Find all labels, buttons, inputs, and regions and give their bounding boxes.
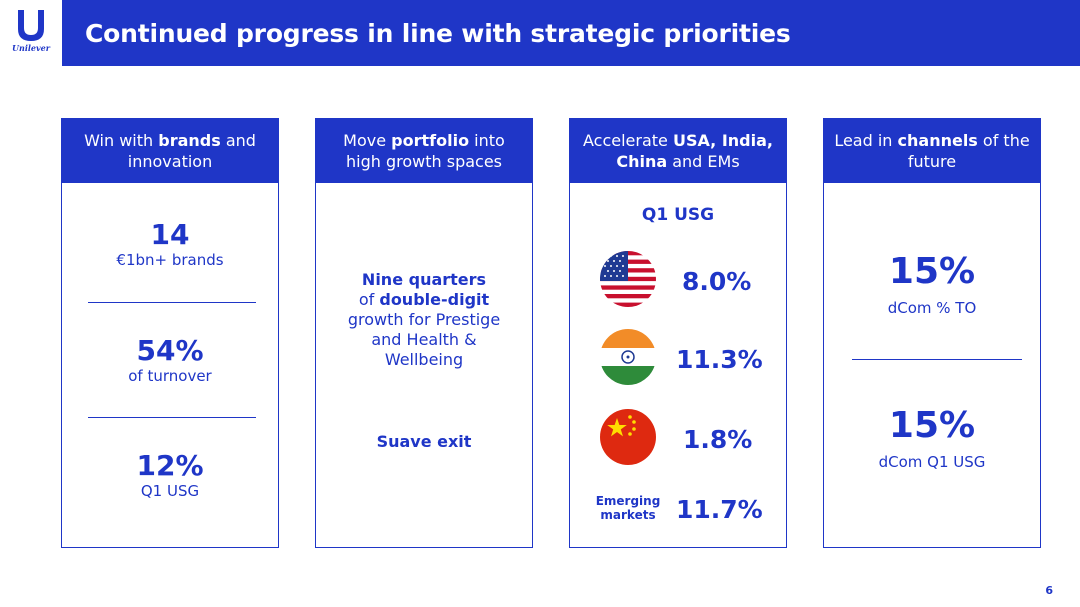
page-number: 6 [1045,584,1053,597]
stat-dcom-usg: 15% dCom Q1 USG [824,405,1040,471]
emerging-markets-label: Emerging markets [595,494,661,522]
column-header: Lead in channels of the future [824,119,1040,183]
column-header: Move portfolio into high growth spaces [316,119,532,183]
india-flag-icon [600,329,656,385]
stat-value: 15% [888,405,976,446]
china-usg-value: 1.8% [683,425,753,454]
stat-label: of turnover [128,367,212,385]
stat-label: Q1 USG [140,482,200,500]
unilever-u-icon [18,10,44,41]
page-title: Continued progress in line with strategi… [85,18,791,48]
suave-exit-text: Suave exit [376,432,472,451]
column-header: Win with brands and innovation [62,119,278,183]
logo-wordmark: Unilever [12,43,50,53]
stat-value: 12% [136,449,204,482]
divider [852,359,1022,360]
title-bar: Continued progress in line with strategi… [62,0,1080,66]
column-brands: Win with brands and innovation 14 €1bn+ … [61,118,279,548]
column-markets: Accelerate USA, India, China and EMs Q1 … [569,118,787,548]
stat-label: dCom Q1 USG [878,453,986,471]
column-header: Accelerate USA, India, China and EMs [570,119,786,183]
divider [88,302,256,303]
stat-turnover: 54% of turnover [62,334,278,386]
divider [88,417,256,418]
stat-label: dCom % TO [887,299,977,317]
stat-label: €1bn+ brands [116,251,224,269]
q1-usg-subtitle: Q1 USG [641,205,715,225]
india-usg-value: 11.3% [676,345,763,374]
portfolio-text: Nine quarters of double-digit growth for… [347,270,501,369]
column-channels: Lead in channels of the future 15% dCom … [823,118,1041,548]
china-flag-icon [600,409,656,465]
stat-usg: 12% Q1 USG [62,449,278,501]
column-portfolio: Move portfolio into high growth spaces N… [315,118,533,548]
stat-value: 15% [888,251,976,292]
stat-value: 54% [136,334,204,367]
stat-brands: 14 €1bn+ brands [62,218,278,270]
em-usg-value: 11.7% [676,495,763,524]
usa-usg-value: 8.0% [682,267,752,296]
unilever-logo: Unilever [0,0,62,66]
stat-value: 14 [150,218,190,251]
usa-flag-icon [600,251,656,307]
stat-dcom-to: 15% dCom % TO [824,251,1040,317]
